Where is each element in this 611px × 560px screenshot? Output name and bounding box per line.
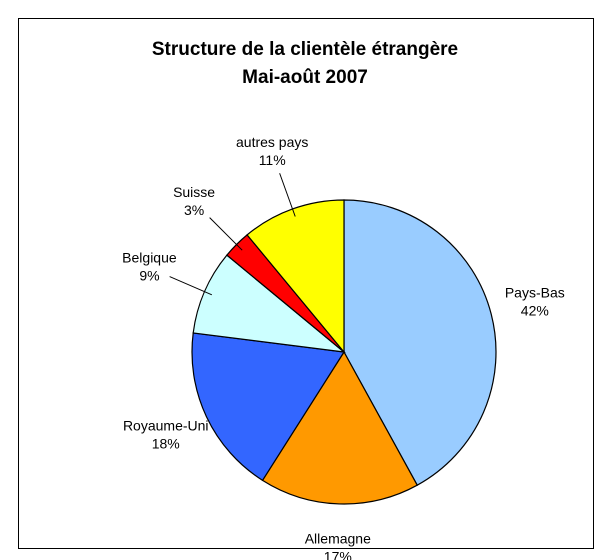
- slice-label: Royaume-Uni: [123, 418, 209, 434]
- slice-value: 3%: [184, 202, 204, 218]
- slice-label: Allemagne: [305, 531, 371, 547]
- slice-value: 42%: [521, 303, 549, 319]
- chart-subtitle: Mai-août 2007: [242, 67, 368, 88]
- slice-value: 11%: [259, 152, 286, 168]
- slice-value: 18%: [152, 436, 180, 452]
- chart-title: Structure de la clientèle étrangère: [152, 39, 458, 60]
- slice-label: autres pays: [236, 134, 308, 150]
- slice-value: 17%: [324, 549, 352, 560]
- pie-slice: [343, 199, 497, 487]
- slice-label: Belgique: [122, 250, 177, 266]
- leader-line: [209, 217, 243, 251]
- pie-slice: [191, 332, 346, 482]
- leader-line: [279, 173, 296, 217]
- slice-label: Pays-Bas: [505, 285, 565, 301]
- pie-slice: [261, 350, 419, 505]
- slice-value: 9%: [139, 268, 159, 284]
- slice-label: Suisse: [173, 184, 215, 200]
- leader-line: [169, 276, 213, 296]
